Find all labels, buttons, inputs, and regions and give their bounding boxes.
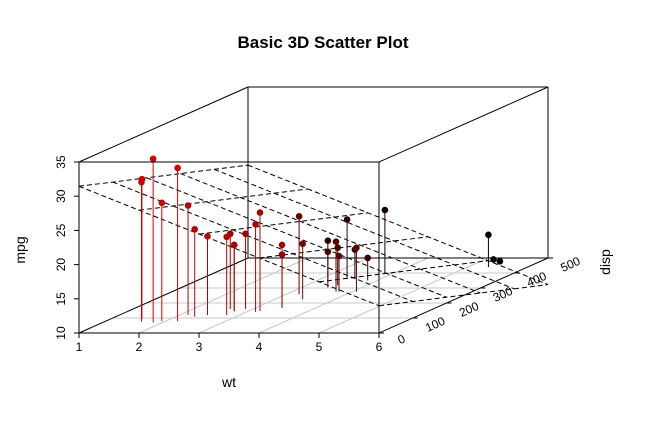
data-point: [191, 225, 199, 233]
z-axis-label: mpg: [12, 236, 28, 263]
y-tick-label: 100: [423, 314, 447, 335]
data-point: [278, 251, 286, 258]
z-tick-label: 25: [54, 223, 68, 237]
data-point: [334, 244, 341, 251]
box-back-edges: [78, 86, 549, 334]
data-point: [278, 241, 286, 249]
grid-line-x: [138, 257, 309, 334]
data-point: [299, 240, 306, 248]
box-front-edges: [78, 86, 549, 334]
plane-line: [78, 185, 380, 307]
plane-line: [247, 164, 549, 286]
data-point: [204, 233, 211, 240]
z-tick-label: 30: [54, 189, 68, 203]
data-point: [381, 206, 389, 214]
axis-ticks: 1 2 3 4 5 6 10 15 20 25 30 35 0 100 200 300 400 500: [54, 155, 583, 354]
plane-line: [378, 284, 549, 307]
data-points: [138, 155, 504, 323]
plane-line: [112, 181, 413, 302]
z-tick-label: 35: [54, 155, 68, 169]
data-point: [324, 248, 332, 256]
data-point: [353, 244, 360, 252]
data-point: [256, 209, 264, 216]
x-tick-label: 6: [376, 340, 383, 354]
data-point: [158, 199, 166, 207]
box-edge: [378, 257, 549, 334]
data-point: [223, 233, 230, 241]
grid-line-x: [198, 257, 369, 334]
y-tick-label: 0: [395, 331, 407, 347]
plane-line: [214, 168, 515, 290]
data-point: [295, 213, 303, 220]
regression-plane: [78, 164, 549, 307]
data-point: [335, 252, 343, 260]
plane-line: [180, 173, 481, 294]
data-point: [496, 257, 504, 265]
x-tick-label: 3: [196, 340, 203, 354]
x-tick-label: 2: [136, 340, 143, 354]
data-point: [184, 202, 192, 209]
data-point: [252, 221, 259, 228]
x-axis-label: wt: [221, 374, 236, 390]
x-tick-label: 1: [76, 340, 83, 354]
data-point: [485, 231, 492, 239]
x-tick-label: 5: [316, 340, 323, 354]
floor-grid: [112, 257, 515, 334]
grid-line-x: [258, 257, 429, 334]
grid-line-x: [318, 257, 489, 334]
box-edge: [78, 257, 249, 334]
data-point: [343, 216, 351, 223]
data-point: [332, 238, 340, 245]
z-tick-label: 10: [54, 326, 68, 340]
x-tick-label: 4: [256, 340, 263, 354]
data-point: [230, 241, 238, 249]
plane-line: [198, 212, 369, 235]
box-edge: [78, 86, 249, 163]
plane-line: [78, 164, 249, 187]
box-edge: [378, 86, 549, 163]
z-tick-label: 15: [54, 292, 68, 306]
z-tick-label: 20: [54, 258, 68, 272]
plane-line: [258, 236, 429, 259]
data-point: [149, 155, 157, 163]
y-axis-label: disp: [597, 249, 613, 275]
plane-line: [318, 260, 489, 283]
data-point: [138, 178, 145, 186]
y-tick-label: 500: [558, 254, 582, 275]
plane-line: [146, 177, 447, 298]
data-point: [174, 164, 181, 172]
y-tick-label: 400: [525, 269, 549, 290]
plane-line: [138, 188, 309, 211]
data-point: [490, 256, 497, 263]
chart-title: Basic 3D Scatter Plot: [237, 33, 408, 52]
data-point: [364, 254, 372, 262]
y-tick-label: 300: [491, 284, 515, 305]
data-point: [242, 230, 249, 238]
data-point: [324, 237, 332, 244]
y-tick-label: 200: [457, 299, 481, 320]
